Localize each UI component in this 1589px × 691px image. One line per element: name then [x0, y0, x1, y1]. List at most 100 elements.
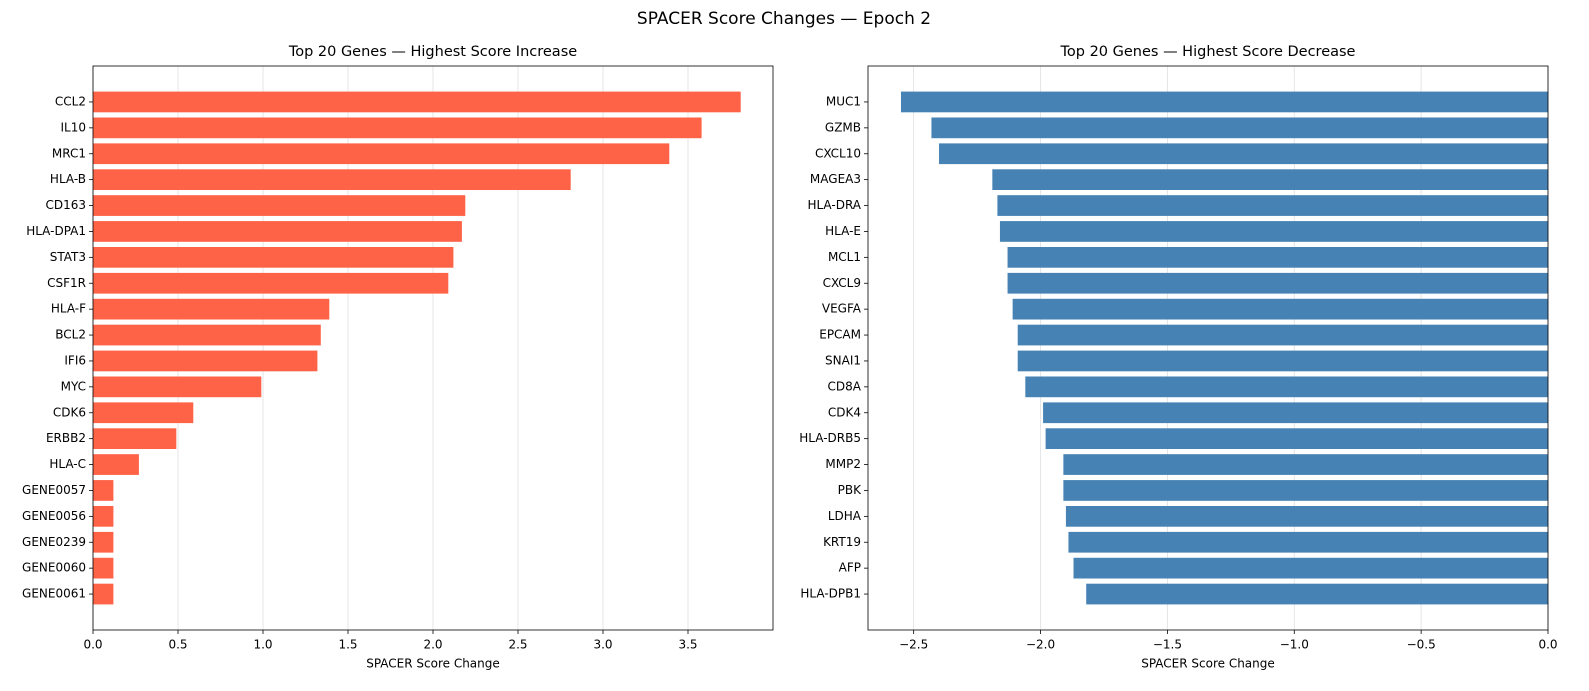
y-tick-label: SNAI1	[825, 353, 861, 367]
bar	[93, 480, 114, 501]
figure-title: SPACER Score Changes — Epoch 2	[637, 9, 931, 29]
bar	[93, 246, 454, 268]
x-tick-label: 0.5	[168, 638, 187, 652]
y-tick-label: HLA-DRA	[807, 198, 861, 212]
bar	[93, 505, 114, 527]
bar	[93, 169, 571, 191]
y-tick-label: MMP2	[825, 457, 861, 471]
y-tick-label: CXCL10	[815, 146, 861, 160]
x-tick-label: 3.0	[593, 638, 612, 652]
x-tick-label: 0.0	[1538, 638, 1557, 652]
bar	[93, 428, 177, 450]
y-tick-label: EPCAM	[819, 328, 861, 342]
bar	[1043, 402, 1548, 424]
bar	[1007, 246, 1548, 268]
bar	[93, 531, 114, 553]
x-tick-label: −1.0	[1280, 638, 1309, 652]
axes-frame	[92, 65, 774, 631]
bar	[939, 143, 1548, 165]
bar	[1068, 531, 1548, 553]
y-tick-label: HLA-C	[49, 457, 86, 471]
bar	[900, 91, 1548, 113]
y-tick-label: BCL2	[55, 328, 86, 342]
y-tick-label: CDK4	[828, 405, 861, 419]
y-tick-label: KRT19	[823, 535, 861, 549]
x-tick-label: 2.0	[423, 638, 442, 652]
x-tick-label: 3.5	[678, 638, 697, 652]
bar	[93, 350, 318, 372]
x-tick-label: 0.0	[83, 638, 102, 652]
y-tick-label: HLA-E	[825, 224, 861, 238]
x-tick-label: 1.0	[253, 638, 272, 652]
y-tick-label: GENE0239	[22, 535, 86, 549]
bar	[997, 195, 1548, 216]
bar	[93, 221, 462, 242]
bar	[1065, 505, 1548, 527]
y-tick-label: GZMB	[825, 120, 861, 134]
bar	[93, 454, 139, 475]
bar	[93, 143, 670, 165]
y-tick-label: CXCL9	[823, 276, 861, 290]
y-tick-label: CDK6	[53, 405, 86, 419]
y-tick-label: MCL1	[828, 250, 861, 264]
y-tick-label: AFP	[839, 561, 861, 575]
y-tick-label: MUC1	[826, 94, 861, 108]
x-tick-label: −0.5	[1407, 638, 1436, 652]
y-tick-label: CD8A	[828, 379, 862, 393]
bar	[93, 583, 114, 605]
y-tick-label: GENE0060	[22, 561, 86, 575]
bar	[93, 298, 330, 320]
bar	[1007, 272, 1548, 294]
x-tick-label: −1.5	[1153, 638, 1182, 652]
bar	[992, 169, 1548, 191]
y-tick-label: HLA-DRB5	[799, 431, 861, 445]
bar	[1017, 324, 1548, 346]
bar	[999, 221, 1548, 242]
bar	[93, 376, 262, 398]
y-tick-label: GENE0061	[22, 587, 86, 601]
bar	[1017, 350, 1548, 372]
bar	[1025, 376, 1548, 398]
x-axis-label: SPACER Score Change	[1141, 657, 1275, 671]
y-tick-label: CSF1R	[47, 276, 86, 290]
bar	[93, 195, 466, 216]
y-tick-label: CCL2	[55, 94, 86, 108]
bar	[93, 557, 114, 579]
bar	[1063, 480, 1548, 501]
y-tick-label: STAT3	[50, 250, 86, 264]
x-tick-label: −2.5	[899, 638, 928, 652]
bar	[1045, 428, 1548, 450]
x-axis-label: SPACER Score Change	[366, 657, 500, 671]
y-tick-label: MYC	[61, 379, 86, 393]
bar	[1063, 454, 1548, 475]
y-tick-label: HLA-DPB1	[800, 587, 861, 601]
bar	[93, 272, 449, 294]
bar	[1012, 298, 1548, 320]
y-tick-label: GENE0056	[22, 509, 86, 523]
y-tick-label: GENE0057	[22, 483, 86, 497]
y-tick-label: HLA-F	[51, 302, 86, 316]
bar	[93, 402, 194, 424]
chart-title: Top 20 Genes — Highest Score Increase	[288, 44, 577, 60]
y-tick-label: ERBB2	[46, 431, 86, 445]
x-tick-label: −2.0	[1026, 638, 1055, 652]
bar	[93, 324, 321, 346]
y-tick-label: PBK	[838, 483, 862, 497]
axes-frame	[867, 65, 1549, 631]
x-tick-label: 1.5	[338, 638, 357, 652]
y-tick-label: HLA-B	[50, 172, 86, 186]
y-tick-label: IL10	[61, 120, 87, 134]
chart-title: Top 20 Genes — Highest Score Decrease	[1060, 44, 1356, 60]
y-tick-label: LDHA	[828, 509, 862, 523]
bar	[1073, 557, 1548, 579]
bar	[93, 117, 702, 139]
y-tick-label: VEGFA	[822, 302, 862, 316]
y-tick-label: IFI6	[64, 353, 86, 367]
y-tick-label: MRC1	[52, 146, 86, 160]
y-tick-label: CD163	[45, 198, 86, 212]
bar	[1086, 583, 1548, 605]
y-tick-label: HLA-DPA1	[26, 224, 86, 238]
bar	[93, 91, 741, 113]
x-tick-label: 2.5	[508, 638, 527, 652]
